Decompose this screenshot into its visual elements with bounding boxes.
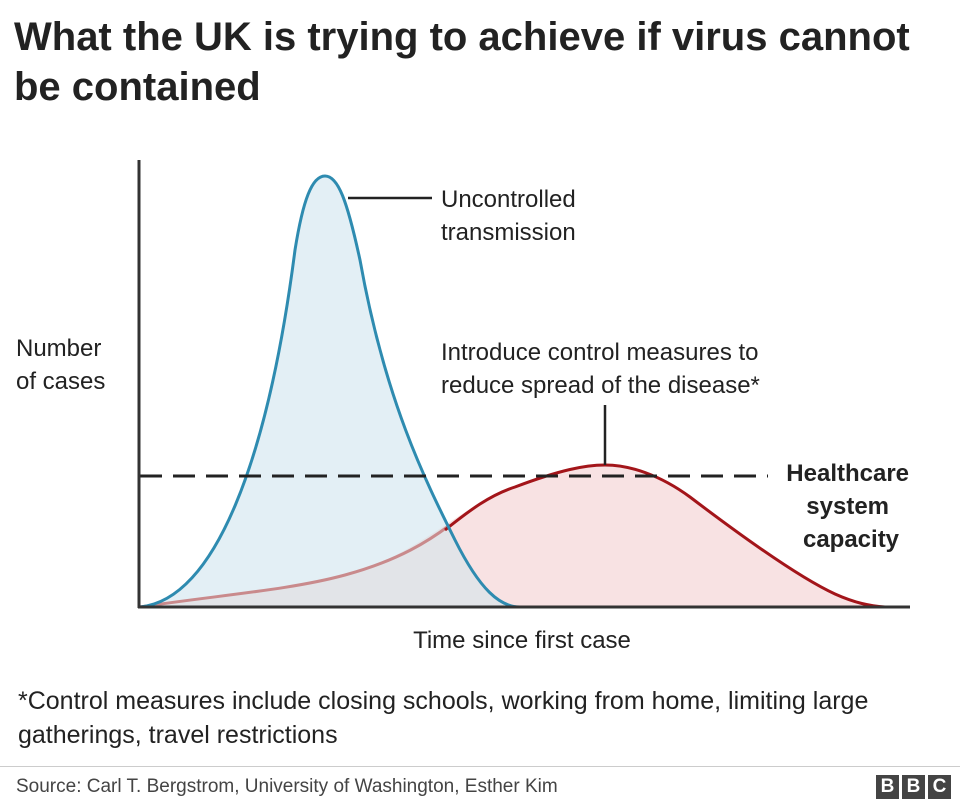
footer-divider (0, 766, 960, 767)
chart: Number of cases Time since first case Un… (16, 160, 915, 654)
bbc-logo: B B C (876, 775, 951, 799)
controlled-annotation: Introduce control measures to reduce spr… (441, 339, 765, 399)
uncontrolled-curve (139, 174, 521, 609)
y-axis-label: Number of cases (16, 335, 108, 395)
uncontrolled-area (140, 176, 520, 607)
chart-title: What the UK is trying to achieve if viru… (14, 15, 910, 109)
bbc-logo-letter: B (876, 775, 899, 799)
controlled-curve-faint (139, 523, 451, 609)
x-axis-label: Time since first case (413, 627, 631, 654)
uncontrolled-annotation: Uncontrolled transmission (441, 186, 582, 246)
controlled-area (140, 465, 885, 607)
source-text: Source: Carl T. Bergstrom, University of… (16, 776, 558, 797)
bbc-logo-letter: B (902, 775, 925, 799)
footnote: *Control measures include closing school… (18, 687, 869, 749)
capacity-annotation: Healthcare system capacity (786, 460, 915, 553)
bbc-logo-letter: C (928, 775, 951, 799)
